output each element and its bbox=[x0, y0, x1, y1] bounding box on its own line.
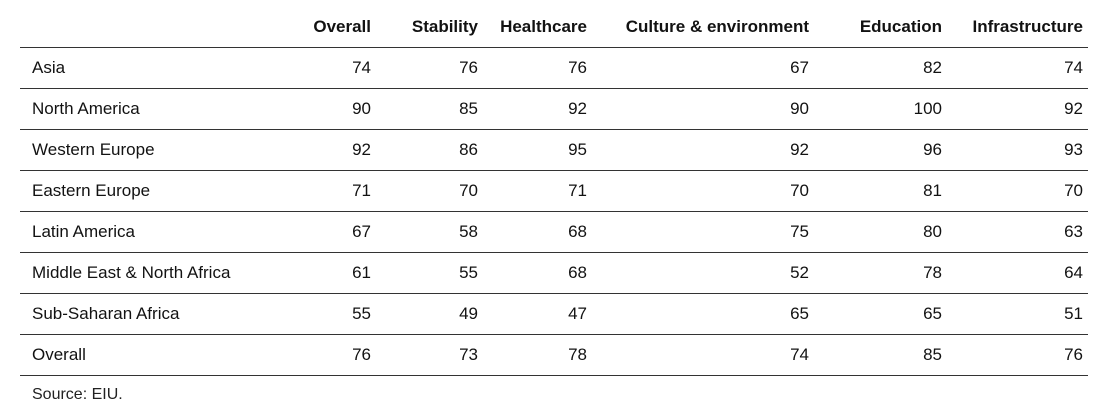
table-row: Eastern Europe 71 70 71 70 81 70 bbox=[20, 170, 1088, 212]
cell-education: 82 bbox=[814, 47, 947, 89]
cell-education: 85 bbox=[814, 334, 947, 376]
cell-overall: 74 bbox=[300, 47, 376, 89]
cell-education: 96 bbox=[814, 129, 947, 171]
cell-healthcare: 78 bbox=[483, 334, 592, 376]
cell-infrastructure: 51 bbox=[947, 293, 1088, 335]
row-label: Sub-Saharan Africa bbox=[20, 293, 300, 335]
table-row: Western Europe 92 86 95 92 96 93 bbox=[20, 129, 1088, 171]
cell-overall: 76 bbox=[300, 334, 376, 376]
table-row: Sub-Saharan Africa 55 49 47 65 65 51 bbox=[20, 293, 1088, 335]
column-header-education: Education bbox=[814, 6, 947, 48]
cell-stability: 76 bbox=[376, 47, 483, 89]
cell-infrastructure: 93 bbox=[947, 129, 1088, 171]
column-header-overall: Overall bbox=[300, 6, 376, 48]
cell-culture-environment: 74 bbox=[592, 334, 814, 376]
row-label: Western Europe bbox=[20, 129, 300, 171]
table-row: Overall 76 73 78 74 85 76 bbox=[20, 334, 1088, 376]
cell-stability: 73 bbox=[376, 334, 483, 376]
cell-education: 100 bbox=[814, 88, 947, 130]
table-body: Asia 74 76 76 67 82 74 North America 90 85 92 90 100… bbox=[20, 47, 1088, 376]
cell-overall: 92 bbox=[300, 129, 376, 171]
header-row: Overall Stability Healthcare Culture & e… bbox=[20, 6, 1088, 48]
row-label: Latin America bbox=[20, 211, 300, 253]
row-label: Asia bbox=[20, 47, 300, 89]
cell-infrastructure: 76 bbox=[947, 334, 1088, 376]
data-table-container: Overall Stability Healthcare Culture & e… bbox=[20, 6, 1088, 376]
cell-healthcare: 68 bbox=[483, 252, 592, 294]
cell-culture-environment: 52 bbox=[592, 252, 814, 294]
cell-overall: 61 bbox=[300, 252, 376, 294]
cell-healthcare: 68 bbox=[483, 211, 592, 253]
cell-healthcare: 47 bbox=[483, 293, 592, 335]
table-row: North America 90 85 92 90 100 92 bbox=[20, 88, 1088, 130]
column-header-healthcare: Healthcare bbox=[483, 6, 592, 48]
row-label: Middle East & North Africa bbox=[20, 252, 300, 294]
cell-stability: 58 bbox=[376, 211, 483, 253]
cell-stability: 85 bbox=[376, 88, 483, 130]
cell-healthcare: 76 bbox=[483, 47, 592, 89]
cell-culture-environment: 90 bbox=[592, 88, 814, 130]
cell-stability: 86 bbox=[376, 129, 483, 171]
cell-infrastructure: 92 bbox=[947, 88, 1088, 130]
cell-overall: 90 bbox=[300, 88, 376, 130]
cell-overall: 71 bbox=[300, 170, 376, 212]
cell-stability: 70 bbox=[376, 170, 483, 212]
cell-stability: 55 bbox=[376, 252, 483, 294]
cell-stability: 49 bbox=[376, 293, 483, 335]
cell-culture-environment: 70 bbox=[592, 170, 814, 212]
cell-education: 81 bbox=[814, 170, 947, 212]
cell-overall: 55 bbox=[300, 293, 376, 335]
column-header-infrastructure: Infrastructure bbox=[947, 6, 1088, 48]
cell-infrastructure: 64 bbox=[947, 252, 1088, 294]
table-row: Latin America 67 58 68 75 80 63 bbox=[20, 211, 1088, 253]
row-label: Overall bbox=[20, 334, 300, 376]
cell-culture-environment: 92 bbox=[592, 129, 814, 171]
cell-education: 65 bbox=[814, 293, 947, 335]
table-row: Asia 74 76 76 67 82 74 bbox=[20, 47, 1088, 89]
row-label: Eastern Europe bbox=[20, 170, 300, 212]
row-label: North America bbox=[20, 88, 300, 130]
cell-overall: 67 bbox=[300, 211, 376, 253]
cell-infrastructure: 74 bbox=[947, 47, 1088, 89]
cell-education: 80 bbox=[814, 211, 947, 253]
cell-education: 78 bbox=[814, 252, 947, 294]
cell-healthcare: 95 bbox=[483, 129, 592, 171]
cell-healthcare: 71 bbox=[483, 170, 592, 212]
cell-culture-environment: 65 bbox=[592, 293, 814, 335]
column-header-region bbox=[20, 6, 300, 48]
cell-healthcare: 92 bbox=[483, 88, 592, 130]
column-header-culture-environment: Culture & environment bbox=[592, 6, 814, 48]
livability-table: Overall Stability Healthcare Culture & e… bbox=[20, 6, 1088, 376]
cell-culture-environment: 67 bbox=[592, 47, 814, 89]
cell-culture-environment: 75 bbox=[592, 211, 814, 253]
column-header-stability: Stability bbox=[376, 6, 483, 48]
cell-infrastructure: 70 bbox=[947, 170, 1088, 212]
source-note: Source: EIU. bbox=[32, 386, 123, 403]
table-row: Middle East & North Africa 61 55 68 52 78 64 bbox=[20, 252, 1088, 294]
cell-infrastructure: 63 bbox=[947, 211, 1088, 253]
